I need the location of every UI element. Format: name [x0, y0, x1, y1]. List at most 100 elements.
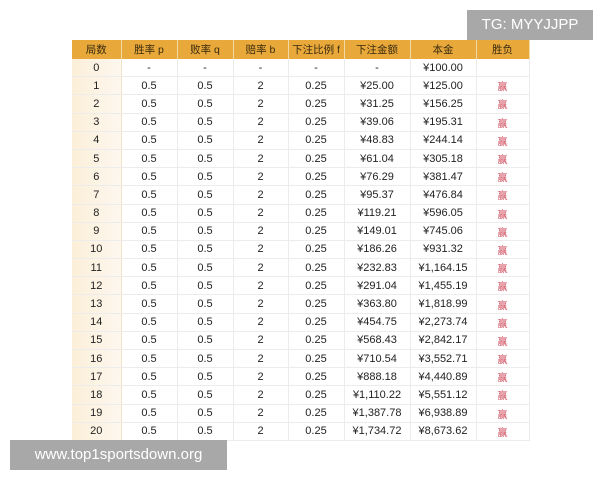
table-cell: 14 — [72, 313, 122, 332]
table-cell: ¥8,673.62 — [410, 422, 477, 441]
table-cell: 0.5 — [177, 131, 234, 150]
table-cell: - — [121, 59, 178, 78]
table-cell: ¥186.26 — [344, 240, 411, 260]
table-cell: 0.25 — [288, 404, 345, 423]
result-cell: 赢 — [476, 258, 530, 278]
table-cell: ¥76.29 — [344, 167, 411, 187]
table-cell: ¥156.25 — [410, 94, 477, 114]
table-cell: 0.25 — [288, 258, 345, 278]
table-cell: 8 — [72, 204, 122, 223]
result-cell: 赢 — [476, 222, 530, 241]
table-cell: 0.25 — [288, 76, 345, 96]
result-cell: 赢 — [476, 76, 530, 96]
table-cell: 0.25 — [288, 131, 345, 150]
table-cell: 0.5 — [177, 313, 234, 332]
table-cell: ¥568.43 — [344, 331, 411, 351]
table-cell: ¥95.37 — [344, 185, 411, 205]
table-cell: ¥48.83 — [344, 131, 411, 150]
table-cell: ¥305.18 — [410, 149, 477, 169]
table-cell: 0.5 — [121, 349, 178, 369]
column-header: 局数 — [72, 40, 122, 59]
table-cell: 0.5 — [121, 385, 178, 405]
table-row: 0- - - - - ¥100.00 — [72, 59, 530, 78]
table-cell: ¥31.25 — [344, 94, 411, 114]
result-cell: 赢 — [476, 313, 530, 332]
table-cell: ¥476.84 — [410, 185, 477, 205]
table-cell: 0.5 — [121, 422, 178, 441]
table-row: 11 0.5 0.5 2 0.25 ¥232.83 ¥1,164.15 赢 — [72, 258, 530, 278]
table-cell: 19 — [72, 404, 122, 423]
table-cell: 2 — [233, 204, 289, 223]
table-row: 19 0.5 0.5 2 0.25 ¥1,387.78 ¥6,938.89 赢 — [72, 404, 530, 423]
kelly-betting-table: 局数 胜率 p 败率 q 赔率 b 下注比例 f 下注金额 本金 胜负 0- - - - - ¥100.… — [72, 40, 530, 441]
table-cell: 0.5 — [121, 113, 178, 132]
table-cell: 0.5 — [121, 240, 178, 260]
result-cell: 赢 — [476, 113, 530, 132]
table-cell: 0.5 — [121, 185, 178, 205]
table-cell: 2 — [233, 149, 289, 169]
table-cell: ¥2,842.17 — [410, 331, 477, 351]
table-cell: 0.5 — [121, 404, 178, 423]
table-cell: 0.5 — [177, 222, 234, 241]
table-cell: 0.5 — [177, 204, 234, 223]
table-row: 20 0.5 0.5 2 0.25 ¥1,734.72 ¥8,673.62 赢 — [72, 422, 530, 441]
result-cell: 赢 — [476, 131, 530, 150]
table-cell: 12 — [72, 276, 122, 296]
table-row: 18 0.5 0.5 2 0.25 ¥1,110.22 ¥5,551.12 赢 — [72, 385, 530, 405]
table-cell: 0.5 — [177, 240, 234, 260]
table-cell: ¥1,455.19 — [410, 276, 477, 296]
table-cell: ¥119.21 — [344, 204, 411, 223]
table-cell: 0.5 — [121, 294, 178, 314]
table-cell: 1 — [72, 76, 122, 96]
result-cell: 赢 — [476, 167, 530, 187]
table-cell: ¥125.00 — [410, 76, 477, 96]
table-cell: 0.5 — [121, 76, 178, 96]
table-cell: 0.5 — [177, 349, 234, 369]
table-cell: 0.25 — [288, 94, 345, 114]
table-cell: ¥6,938.89 — [410, 404, 477, 423]
table-cell: ¥2,273.74 — [410, 313, 477, 332]
table-cell: 2 — [233, 313, 289, 332]
table-cell: 0.25 — [288, 367, 345, 387]
table-header-row: 局数 胜率 p 败率 q 赔率 b 下注比例 f 下注金额 本金 胜负 — [72, 40, 530, 59]
table-cell: 2 — [72, 94, 122, 114]
result-cell: 赢 — [476, 94, 530, 114]
column-header: 胜率 p — [121, 40, 178, 59]
table-cell: 9 — [72, 222, 122, 241]
column-header: 下注金额 — [344, 40, 411, 59]
table-cell: ¥5,551.12 — [410, 385, 477, 405]
table-cell: ¥61.04 — [344, 149, 411, 169]
column-header: 下注比例 f — [288, 40, 345, 59]
result-cell: 赢 — [476, 331, 530, 351]
table-cell: ¥454.75 — [344, 313, 411, 332]
table-cell: 0.5 — [121, 367, 178, 387]
table-cell: 0.5 — [121, 167, 178, 187]
table-cell: ¥1,818.99 — [410, 294, 477, 314]
table-row: 10 0.5 0.5 2 0.25 ¥186.26 ¥931.32 赢 — [72, 240, 530, 260]
table-cell: 0.25 — [288, 294, 345, 314]
table-cell: 2 — [233, 167, 289, 187]
table-cell: - — [344, 59, 411, 78]
table-cell: 6 — [72, 167, 122, 187]
table-cell: 0.5 — [177, 294, 234, 314]
table-cell: 11 — [72, 258, 122, 278]
table-cell: 0.5 — [177, 185, 234, 205]
table-row: 13 0.5 0.5 2 0.25 ¥363.80 ¥1,818.99 赢 — [72, 294, 530, 314]
table-cell: 0.5 — [177, 385, 234, 405]
table-cell: 0.25 — [288, 185, 345, 205]
table-cell: 2 — [233, 113, 289, 132]
table-row: 1 0.5 0.5 2 0.25 ¥25.00 ¥125.00 赢 — [72, 76, 530, 96]
table-cell: ¥710.54 — [344, 349, 411, 369]
table-cell: - — [288, 59, 345, 78]
table-cell: 16 — [72, 349, 122, 369]
table-cell: 2 — [233, 294, 289, 314]
table-cell: ¥363.80 — [344, 294, 411, 314]
table-cell: 0.5 — [177, 331, 234, 351]
table-cell: 2 — [233, 276, 289, 296]
table-cell: 0.25 — [288, 204, 345, 223]
table-cell: - — [177, 59, 234, 78]
result-cell: 赢 — [476, 204, 530, 223]
table-cell: 2 — [233, 240, 289, 260]
table-cell: 18 — [72, 385, 122, 405]
table-cell: 0.25 — [288, 149, 345, 169]
